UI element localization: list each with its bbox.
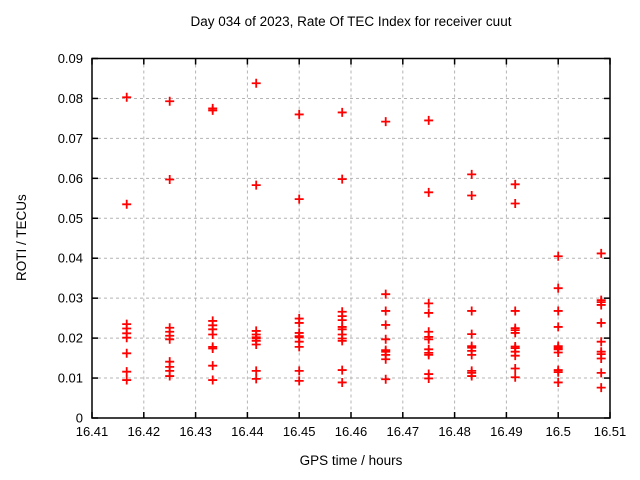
data-point-marker	[381, 306, 391, 316]
data-point-marker	[553, 367, 563, 377]
data-point-marker	[596, 337, 606, 347]
data-point-marker	[251, 78, 261, 88]
data-point-marker	[510, 363, 520, 373]
data-point-marker	[596, 300, 606, 310]
data-point-marker	[510, 351, 520, 361]
data-point-marker	[381, 117, 391, 127]
data-point-marker	[381, 374, 391, 384]
y-tick-label: 0.07	[58, 131, 83, 146]
x-tick-label: 16.41	[76, 424, 109, 439]
data-point-marker	[510, 372, 520, 382]
data-point-marker	[424, 298, 434, 308]
data-point-marker	[294, 109, 304, 119]
data-point-marker	[337, 377, 347, 387]
x-tick-label: 16.46	[335, 424, 368, 439]
y-tick-label: 0.08	[58, 91, 83, 106]
data-point-marker	[165, 175, 175, 185]
chart-title: Day 034 of 2023, Rate Of TEC Index for r…	[190, 14, 512, 29]
data-point-marker	[510, 198, 520, 208]
data-point-marker	[596, 368, 606, 378]
data-point-marker	[337, 336, 347, 346]
data-point-marker	[122, 375, 132, 385]
x-tick-label: 16.49	[490, 424, 523, 439]
data-point-marker	[510, 328, 520, 338]
data-point-marker	[424, 187, 434, 197]
data-point-marker	[294, 194, 304, 204]
data-point-marker	[294, 376, 304, 386]
data-point-marker	[337, 365, 347, 375]
data-point-marker	[165, 334, 175, 344]
y-tick-label: 0.04	[58, 251, 83, 266]
data-point-marker	[553, 251, 563, 261]
data-point-marker	[510, 179, 520, 189]
data-point-marker	[251, 366, 261, 376]
x-axis-label: GPS time / hours	[299, 453, 403, 468]
y-tick-label: 0.05	[58, 211, 83, 226]
y-axis-label: ROTI / TECUs	[14, 194, 29, 282]
data-point-marker	[424, 350, 434, 360]
y-tick-label: 0.02	[58, 331, 83, 346]
data-point-marker	[467, 371, 477, 381]
data-point-marker	[424, 308, 434, 318]
y-tick-label: 0	[76, 411, 83, 426]
data-point-marker	[381, 334, 391, 344]
x-tick-label: 16.51	[594, 424, 627, 439]
data-point-marker	[122, 199, 132, 209]
data-point-marker	[208, 375, 218, 385]
data-point-marker	[251, 340, 261, 350]
data-point-marker	[510, 306, 520, 316]
data-point-marker	[337, 174, 347, 184]
data-point-marker	[553, 377, 563, 387]
data-point-marker	[596, 353, 606, 363]
x-tick-label: 16.43	[179, 424, 212, 439]
data-point-marker	[424, 334, 434, 344]
data-point-marker	[165, 371, 175, 381]
data-point-marker	[122, 92, 132, 102]
data-point-marker	[165, 96, 175, 106]
data-point-marker	[294, 366, 304, 376]
data-point-marker	[467, 350, 477, 360]
data-point-marker	[467, 169, 477, 179]
data-point-marker	[596, 318, 606, 328]
data-point-marker	[122, 348, 132, 358]
data-point-marker	[251, 180, 261, 190]
data-point-marker	[337, 107, 347, 117]
data-point-marker	[553, 306, 563, 316]
data-point-marker	[467, 191, 477, 201]
y-tick-label: 0.06	[58, 171, 83, 186]
data-point-marker	[208, 105, 218, 115]
data-point-marker	[424, 373, 434, 383]
data-point-marker	[294, 318, 304, 328]
data-point-marker	[208, 361, 218, 371]
data-point-marker	[294, 342, 304, 352]
data-point-marker	[424, 115, 434, 125]
data-point-marker	[208, 343, 218, 353]
data-point-marker	[122, 367, 132, 377]
data-point-marker	[381, 354, 391, 364]
x-tick-label: 16.47	[387, 424, 420, 439]
data-point-marker	[467, 306, 477, 316]
data-point-marker	[381, 320, 391, 330]
y-tick-label: 0.03	[58, 291, 83, 306]
data-point-marker	[208, 330, 218, 340]
data-point-marker	[596, 383, 606, 393]
x-tick-label: 16.45	[283, 424, 316, 439]
y-tick-label: 0.09	[58, 51, 83, 66]
data-point-marker	[122, 333, 132, 343]
data-point-marker	[553, 283, 563, 293]
data-point-marker	[251, 374, 261, 384]
data-point-marker	[553, 347, 563, 357]
x-tick-label: 16.5	[546, 424, 571, 439]
data-point-marker	[381, 289, 391, 299]
data-point-marker	[467, 329, 477, 339]
y-tick-label: 0.01	[58, 371, 83, 386]
x-tick-label: 16.48	[438, 424, 471, 439]
x-tick-label: 16.44	[231, 424, 264, 439]
data-point-marker	[553, 322, 563, 332]
data-point-marker	[596, 248, 606, 258]
x-tick-label: 16.42	[128, 424, 161, 439]
